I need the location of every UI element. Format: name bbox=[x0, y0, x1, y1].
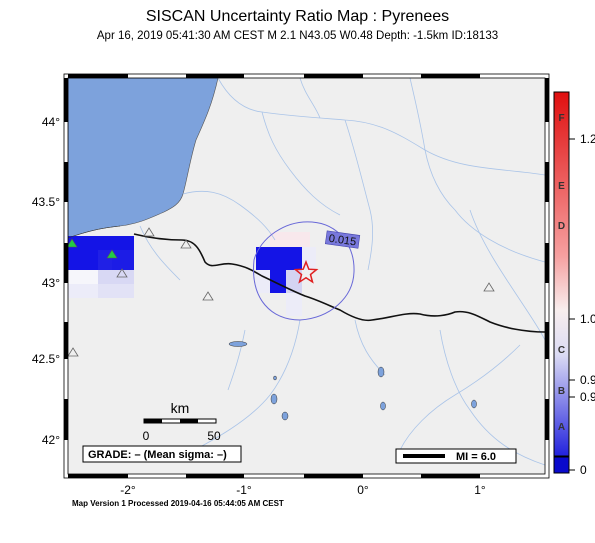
grade-a: A bbox=[558, 422, 565, 433]
triangle-icon bbox=[106, 249, 118, 259]
grade-c: C bbox=[558, 345, 565, 356]
triangle-icon bbox=[68, 347, 79, 357]
triangle-icon bbox=[180, 239, 192, 249]
event-details: Apr 16, 2019 05:41:30 AM CEST M 2.1 N43.… bbox=[96, 30, 499, 42]
triangle-icon bbox=[143, 227, 155, 237]
uncertainty-cells-center bbox=[256, 232, 316, 316]
triangle-icon bbox=[202, 291, 214, 301]
lat-tick-43-5: 43.5° bbox=[32, 195, 60, 209]
star-icon bbox=[293, 259, 319, 284]
lat-tick-44: 44° bbox=[42, 115, 60, 129]
contour-label: 0.015 bbox=[324, 230, 361, 249]
lon-tick-0: 0° bbox=[357, 483, 369, 497]
national-border bbox=[133, 233, 545, 333]
lon-tick-minus2: -2° bbox=[120, 483, 136, 497]
latitude-labels: 44° 43.5° 43° 42.5° 42° bbox=[32, 115, 60, 447]
lon-tick-1: 1° bbox=[474, 483, 486, 497]
triangle-icon bbox=[483, 282, 495, 292]
lat-tick-42: 42° bbox=[42, 433, 60, 447]
longitude-labels: -2° -1° 0° 1° bbox=[120, 483, 486, 497]
colorbar-value-0-9b: 0.9 bbox=[580, 390, 595, 404]
mi-box: MI = 6.0 bbox=[395, 448, 517, 464]
colorbar: F E D C B A 1.2 1.0 0.9 0.9 0 bbox=[553, 91, 595, 477]
colorbar-value-1-2: 1.2 bbox=[580, 132, 595, 146]
grade-box: GRADE: – (Mean sigma: –) bbox=[82, 445, 242, 463]
grade-b: B bbox=[558, 386, 565, 397]
scale-unit: km bbox=[171, 400, 190, 416]
grade-e: E bbox=[558, 181, 565, 192]
seismic-stations bbox=[68, 227, 495, 357]
grade-f: F bbox=[558, 113, 564, 124]
uncertainty-contour bbox=[253, 221, 355, 321]
map-frame bbox=[63, 73, 550, 479]
lakes bbox=[228, 341, 477, 421]
uncertainty-cells-west bbox=[68, 236, 134, 298]
lon-tick-minus1: -1° bbox=[236, 483, 252, 497]
lat-tick-42-5: 42.5° bbox=[32, 352, 60, 366]
lat-tick-43: 43° bbox=[42, 276, 60, 290]
map-version-footer: Map Version 1 Processed 2019-04-16 05:44… bbox=[72, 499, 284, 508]
triangle-icon bbox=[68, 238, 78, 248]
scale-tick-0: 0 bbox=[143, 429, 150, 443]
triangle-icon bbox=[116, 268, 128, 278]
page-title: SISCAN Uncertainty Ratio Map : Pyrenees bbox=[145, 8, 450, 25]
mi-text: MI = 6.0 bbox=[456, 451, 496, 463]
colorbar-value-1-0: 1.0 bbox=[580, 312, 595, 326]
rivers bbox=[139, 78, 545, 466]
grade-text: GRADE: – (Mean sigma: –) bbox=[88, 449, 227, 461]
grade-d: D bbox=[558, 221, 565, 232]
scale-tick-50: 50 bbox=[207, 429, 221, 443]
colorbar-value-0-9a: 0.9 bbox=[580, 373, 595, 387]
svg-text:0.015: 0.015 bbox=[328, 233, 357, 249]
colorbar-value-0: 0 bbox=[580, 463, 587, 477]
scale-bar: km 0 50 bbox=[143, 400, 221, 443]
